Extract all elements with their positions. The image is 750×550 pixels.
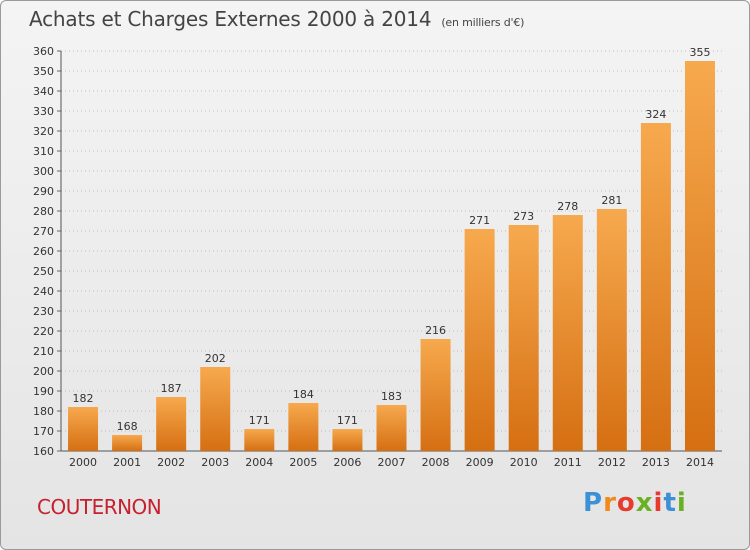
title-text: Achats et Charges Externes 2000 à 2014 <box>29 7 432 31</box>
y-tick-label: 230 <box>33 305 54 318</box>
x-tick-label-2013: 2013 <box>642 456 670 469</box>
y-tick-label: 210 <box>33 345 54 358</box>
x-tick-label-2008: 2008 <box>422 456 450 469</box>
bar-2013 <box>640 123 671 451</box>
y-tick-label: 240 <box>33 285 54 298</box>
bar-2012 <box>596 209 627 451</box>
y-tick-label: 310 <box>33 145 54 158</box>
bar-2005 <box>288 403 319 451</box>
y-tick-label: 260 <box>33 245 54 258</box>
chart-title: Achats et Charges Externes 2000 à 2014 (e… <box>29 7 524 31</box>
x-tick-label-2003: 2003 <box>201 456 229 469</box>
y-tick-label: 350 <box>33 65 54 78</box>
x-tick-label-2005: 2005 <box>289 456 317 469</box>
proxiti-logo: Proxiti <box>583 488 687 518</box>
x-tick-label-2011: 2011 <box>554 456 582 469</box>
y-tick-label: 320 <box>33 125 54 138</box>
data-label-2014: 355 <box>689 46 710 59</box>
x-tick-label-2000: 2000 <box>69 456 97 469</box>
data-label-2008: 216 <box>425 324 446 337</box>
data-label-2002: 187 <box>161 382 182 395</box>
data-label-2010: 273 <box>513 210 534 223</box>
labels: 160 170 180 190 200 210 220 230 240 250 260 270 280 2… <box>33 45 714 469</box>
logo-letter: P <box>583 488 604 518</box>
y-tick-label: 280 <box>33 205 54 218</box>
bar-2007 <box>376 405 407 451</box>
bar-2000 <box>68 407 99 451</box>
y-tick-label: 330 <box>33 105 54 118</box>
y-tick-label: 340 <box>33 85 54 98</box>
logo-letter: x <box>635 488 654 518</box>
y-tick-label: 180 <box>33 405 54 418</box>
data-label-2012: 281 <box>601 194 622 207</box>
bar-2001 <box>112 435 143 451</box>
y-tick-label: 220 <box>33 325 54 338</box>
data-label-2007: 183 <box>381 390 402 403</box>
x-tick-label-2014: 2014 <box>686 456 714 469</box>
y-tick-label: 300 <box>33 165 54 178</box>
chart-subtitle: (en milliers d'€) <box>441 16 525 29</box>
x-tick-label-2010: 2010 <box>510 456 538 469</box>
x-tick-label-2002: 2002 <box>157 456 185 469</box>
x-tick-label-2012: 2012 <box>598 456 626 469</box>
bar-2006 <box>332 429 363 451</box>
x-tick-label-2006: 2006 <box>333 456 361 469</box>
logo-letter: o <box>616 488 636 518</box>
bar-2011 <box>552 215 583 451</box>
x-tick-label-2004: 2004 <box>245 456 273 469</box>
y-tick-label: 250 <box>33 265 54 278</box>
commune-name: COUTERNON <box>37 495 162 519</box>
data-label-2006: 171 <box>337 414 358 427</box>
bar-2010 <box>508 225 539 451</box>
y-tick-label: 170 <box>33 425 54 438</box>
bar-2009 <box>464 229 495 451</box>
y-tick-label: 200 <box>33 365 54 378</box>
logo-letter: t <box>663 488 677 518</box>
data-label-2004: 171 <box>249 414 270 427</box>
data-label-2009: 271 <box>469 214 490 227</box>
x-tick-label-2001: 2001 <box>113 456 141 469</box>
bar-2014 <box>684 61 715 451</box>
x-tick-label-2007: 2007 <box>378 456 406 469</box>
x-tick-label-2009: 2009 <box>466 456 494 469</box>
y-tick-label: 190 <box>33 385 54 398</box>
y-tick-label: 360 <box>33 45 54 58</box>
data-label-2013: 324 <box>645 108 666 121</box>
data-label-2011: 278 <box>557 200 578 213</box>
bar-2003 <box>200 367 231 451</box>
logo-letter: i <box>653 488 664 518</box>
logo-letter: i <box>676 488 687 518</box>
bars <box>68 61 715 451</box>
y-tick-label: 290 <box>33 185 54 198</box>
y-tick-label: 270 <box>33 225 54 238</box>
data-label-2001: 168 <box>117 420 138 433</box>
data-label-2005: 184 <box>293 388 314 401</box>
data-label-2000: 182 <box>73 392 94 405</box>
bar-2004 <box>244 429 275 451</box>
logo-letter: r <box>603 488 617 518</box>
y-tick-label: 160 <box>33 445 54 458</box>
bar-2002 <box>156 397 187 451</box>
bar-2008 <box>420 339 451 451</box>
data-label-2003: 202 <box>205 352 226 365</box>
